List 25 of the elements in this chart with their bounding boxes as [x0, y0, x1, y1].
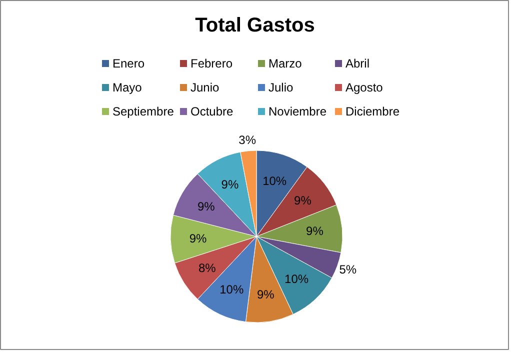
- data-label: 9%: [197, 200, 216, 214]
- legend-label: Agosto: [346, 80, 384, 94]
- data-label: 8%: [198, 260, 216, 275]
- data-label: 9%: [221, 177, 239, 192]
- data-label: 9%: [294, 194, 312, 208]
- data-label: 10%: [220, 282, 244, 296]
- legend-label: Julio: [268, 80, 294, 94]
- legend-label: Septiembre: [112, 104, 174, 118]
- legend-label: Marzo: [268, 56, 302, 70]
- data-label: 10%: [284, 272, 309, 286]
- legend-label: Diciembre: [346, 104, 400, 118]
- legend-label: Octubre: [190, 104, 234, 118]
- data-label: 9%: [306, 224, 324, 238]
- legend-label: Enero: [112, 56, 145, 70]
- data-label: 3%: [238, 132, 256, 147]
- legend-label: Mayo: [112, 80, 142, 94]
- data-label: 10%: [262, 174, 287, 188]
- chart-title: Total Gastos: [195, 14, 315, 36]
- data-label: 9%: [189, 231, 208, 246]
- legend-label: Abril: [346, 56, 370, 70]
- data-label: 5%: [339, 262, 357, 276]
- legend-label: Noviembre: [268, 104, 327, 118]
- legend-label: Febrero: [190, 56, 233, 70]
- data-label: 9%: [256, 287, 275, 302]
- legend-label: Junio: [190, 80, 220, 94]
